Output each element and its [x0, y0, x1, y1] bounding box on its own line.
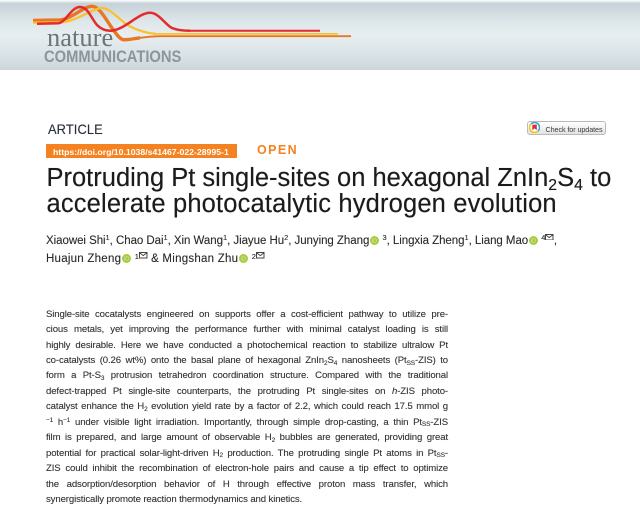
svg-text:iD: iD [124, 257, 129, 263]
svg-text:iD: iD [372, 238, 377, 244]
svg-text:iD: iD [241, 257, 246, 263]
svg-text:iD: iD [531, 238, 536, 244]
